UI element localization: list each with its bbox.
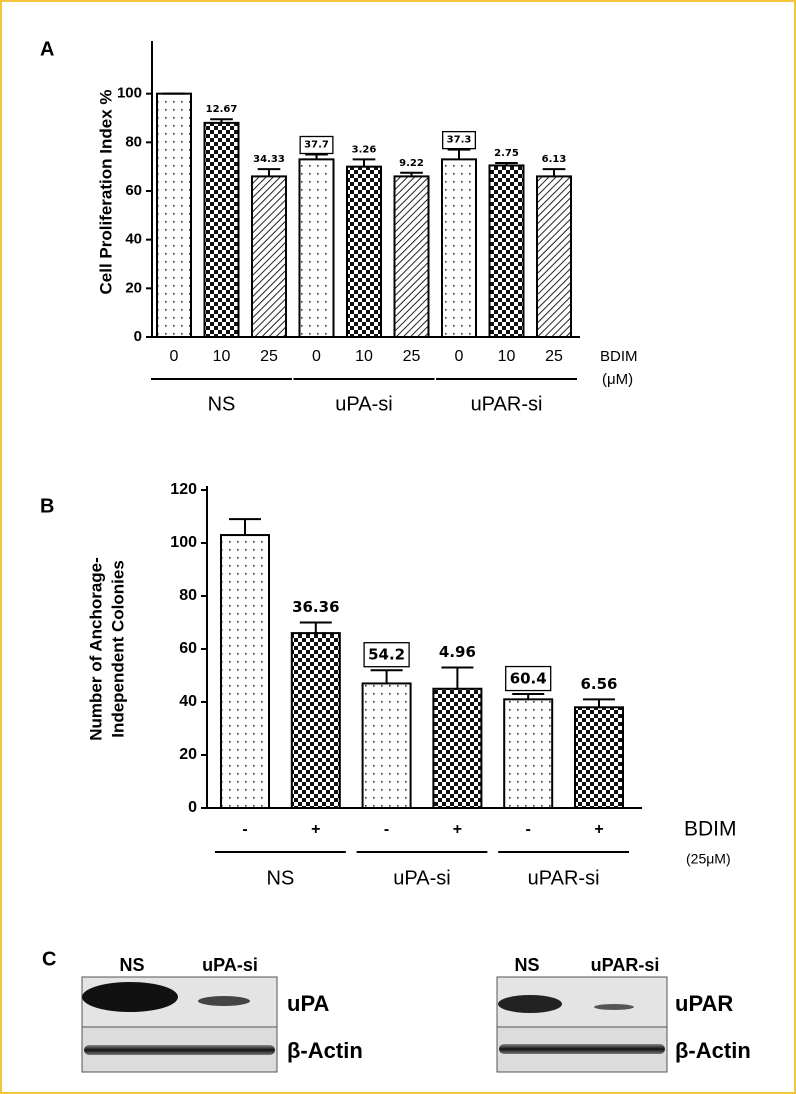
blot: NS uPAR-si uPAR β-Actin: [497, 955, 751, 1072]
x-axis-label: BDIM: [600, 348, 638, 365]
blot-row-label: uPA: [287, 991, 329, 1016]
x-tick-label: 10: [355, 348, 373, 365]
panel-label: C: [42, 948, 56, 970]
figure: A B C NS uPA-si uPA β-Actin NS uPAR-si u…: [0, 0, 796, 1094]
y-tick-label: 120: [170, 481, 197, 498]
bar: [537, 176, 571, 337]
x-tick-label: +: [594, 821, 603, 838]
group-label: uPA-si: [393, 867, 450, 889]
panel-label: B: [40, 495, 54, 517]
error-bar: [353, 159, 376, 166]
x-tick-label: +: [453, 821, 462, 838]
group-label: NS: [267, 867, 295, 889]
x-axis-unit: (μM): [602, 371, 633, 388]
annotation: 60.4: [510, 670, 547, 688]
bar: [300, 159, 334, 337]
y-tick-label: 0: [188, 799, 197, 816]
x-tick-label: 25: [260, 348, 278, 365]
blot-column-label: uPA-si: [202, 955, 258, 975]
error-bar: [441, 668, 473, 689]
annotation: 9.22: [399, 158, 424, 169]
y-tick-label: 40: [179, 693, 197, 710]
annotation: 2.75: [494, 148, 519, 159]
x-tick-label: 0: [455, 348, 464, 365]
y-tick-label: 60: [179, 640, 197, 657]
bar: [221, 535, 269, 808]
annotation: 37.7: [304, 140, 329, 151]
annotation: 54.2: [368, 646, 405, 664]
blot-column-label: uPAR-si: [591, 955, 660, 975]
bar: [442, 159, 476, 337]
annotation: 34.33: [253, 154, 285, 165]
blot-row-label: β-Actin: [287, 1038, 363, 1063]
y-axis-label: Number of Anchorage-: [86, 557, 105, 741]
annotation: 37.3: [447, 135, 472, 146]
annotation: 6.13: [542, 154, 567, 165]
error-bar: [543, 169, 566, 176]
x-tick-label: 0: [312, 348, 321, 365]
annotation: 3.26: [352, 144, 377, 155]
error-bar: [229, 519, 261, 535]
bar: [504, 699, 552, 808]
y-tick-label: 100: [117, 85, 142, 102]
error-bar: [448, 150, 471, 160]
blot-row-label: β-Actin: [675, 1038, 751, 1063]
annotation: 4.96: [439, 643, 476, 661]
bar: [575, 707, 623, 808]
error-bar: [258, 169, 281, 176]
error-bar: [371, 670, 403, 683]
bar: [395, 176, 429, 337]
x-tick-label: 25: [403, 348, 421, 365]
y-tick-label: 20: [125, 279, 142, 296]
bar: [252, 176, 286, 337]
y-tick-label: 20: [179, 746, 197, 763]
x-tick-label: -: [384, 821, 389, 838]
x-tick-label: 10: [498, 348, 516, 365]
x-axis-label: BDIM: [684, 818, 737, 841]
panel-label: A: [40, 38, 54, 60]
x-tick-label: 25: [545, 348, 563, 365]
x-tick-label: 10: [213, 348, 231, 365]
y-tick-label: 80: [125, 133, 142, 150]
blot-row-label: uPAR: [675, 991, 733, 1016]
blot-column-label: NS: [514, 955, 539, 975]
group-label: uPAR-si: [528, 867, 600, 889]
blot: NS uPA-si uPA β-Actin: [82, 955, 363, 1072]
x-tick-label: 0: [170, 348, 179, 365]
bar: [205, 123, 239, 337]
y-axis-label: Cell Proliferation Index %: [96, 90, 115, 295]
y-tick-label: 60: [125, 182, 142, 199]
bar: [292, 633, 340, 808]
y-tick-label: 80: [179, 587, 197, 604]
x-tick-label: -: [242, 821, 247, 838]
group-label: NS: [208, 393, 236, 415]
bar: [347, 167, 381, 337]
error-bar: [300, 623, 332, 634]
figure-canvas: A B C NS uPA-si uPA β-Actin NS uPAR-si u…: [2, 2, 794, 1092]
group-label: uPA-si: [335, 393, 392, 415]
bar: [363, 683, 411, 808]
y-tick-label: 40: [125, 231, 142, 248]
y-tick-label: 100: [170, 534, 197, 551]
bar: [157, 94, 191, 337]
error-bar: [583, 699, 615, 707]
annotation: 36.36: [292, 598, 339, 616]
group-label: uPAR-si: [471, 393, 543, 415]
x-tick-label: -: [526, 821, 531, 838]
x-tick-label: +: [311, 821, 320, 838]
bar: [490, 165, 524, 337]
bar: [433, 689, 481, 808]
y-tick-label: 0: [134, 328, 142, 345]
x-axis-unit: (25μM): [686, 851, 731, 867]
annotation: 12.67: [206, 104, 238, 115]
blot-column-label: NS: [119, 955, 144, 975]
y-axis-label: Independent Colonies: [108, 560, 127, 738]
annotation: 6.56: [580, 675, 617, 693]
